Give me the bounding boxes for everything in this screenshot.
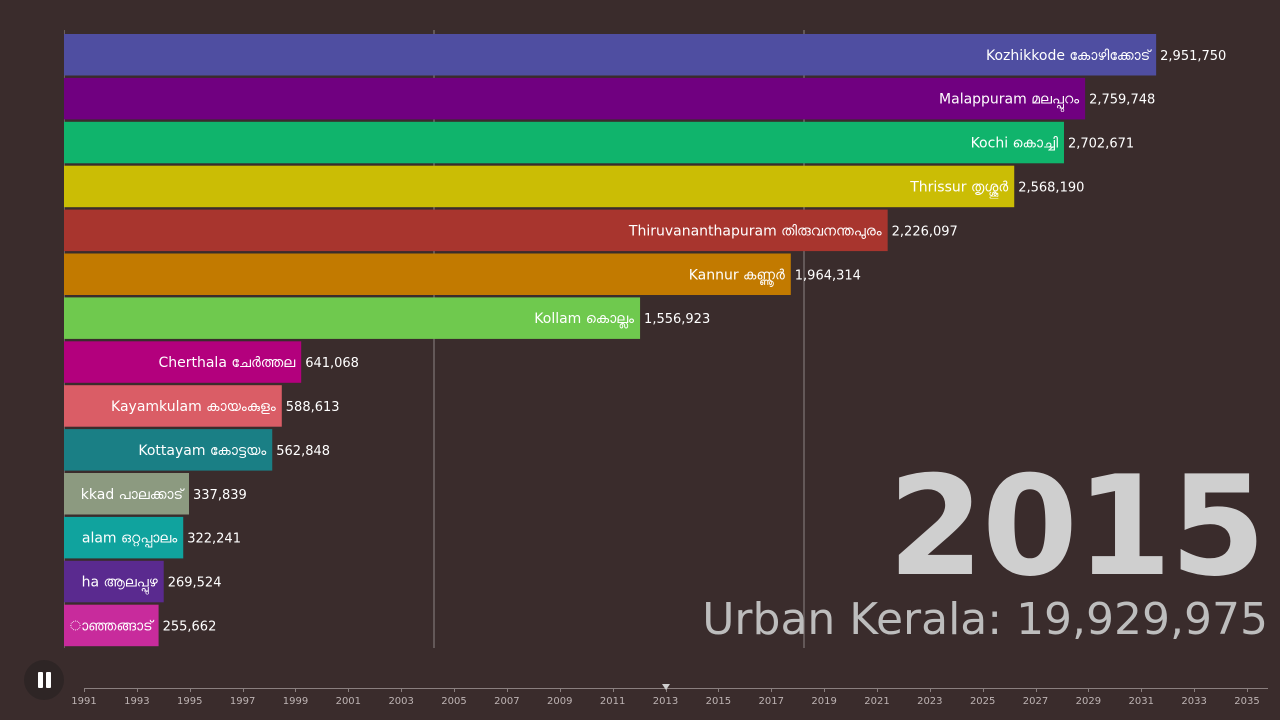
bar [64,341,302,383]
bar [64,253,791,295]
timeline-tick-mark [1194,688,1196,692]
timeline-tick-label: 1991 [71,696,97,707]
timeline-tick-label: 2021 [864,696,890,707]
bar [64,429,273,471]
timeline-tick-mark [1035,688,1037,692]
bar-category-label: ാഞ്ഞങ്ങാട് [70,618,154,634]
bar [64,209,888,252]
timeline-tick-mark [242,688,244,692]
bar [64,604,159,647]
bar-category-label: Malappuram മലപ്പുറം [939,92,1079,112]
bar-value-label: 2,951,750 [1160,49,1226,64]
bar-value-label: 337,839 [193,488,247,503]
bar [64,560,164,603]
timeline-tick-mark [982,688,984,692]
timeline-position-marker[interactable] [661,684,670,690]
bar-value-label: 2,226,097 [892,224,958,239]
timeline-tick-mark [929,688,931,692]
bar-value-label: 562,848 [276,444,330,459]
timeline-tick-label: 2011 [599,696,626,707]
bar-category-label: ha ആലപ്പുഴ [82,575,158,595]
bar-category-label: Thrissur തൃശ്ശൂർ [909,179,1008,198]
bar-category-label: Thiruvananthapuram തിരുവനന്തപുരം [628,223,882,239]
left-mask [0,30,64,648]
timeline-tick-mark [454,688,456,692]
bar-value-label: 641,068 [305,356,359,371]
timeline-tick-mark [771,688,773,692]
timeline-tick-mark [1247,688,1248,692]
timeline-tick-mark [189,688,191,692]
timeline-tick-label: 2001 [335,696,362,707]
timeline-tick-label: 2009 [547,696,573,707]
timeline-tick-mark [136,688,138,692]
bar-value-label: 2,759,748 [1089,93,1155,108]
bar-value-label: 1,964,314 [795,268,861,283]
timeline-tick-mark [295,688,297,692]
bar-value-label: 269,524 [168,576,222,591]
timeline-tick-label: 2019 [811,696,837,707]
bar [64,516,184,559]
bar [64,121,1064,164]
timeline-tick-mark [718,688,720,692]
bar-category-label: Kayamkulam കായംകുളം [111,399,276,415]
timeline-tick-label: 2035 [1234,696,1260,707]
bar [64,77,1086,120]
timeline-tick-label: 2007 [494,696,520,707]
timeline-tick-mark [401,688,403,692]
bar-value-label: 588,613 [286,400,340,415]
timeline-tick-label: 1999 [282,696,309,707]
bar-category-label: Kozhikkode കോഴിക്കോട് [986,48,1152,64]
timeline-tick-label: 1995 [176,696,203,707]
timeline-tick-label: 2031 [1128,696,1154,707]
timeline-tick-mark [612,688,614,692]
timeline-tick-label: 1997 [229,696,256,707]
bar-value-label: 1,556,923 [644,312,710,327]
bar-category-label: alam ഒറ്റപ്പാലം [82,531,177,548]
bar-category-label: Cherthala ചേർത്തല [158,355,295,371]
bar [64,385,282,427]
bar [64,34,1157,76]
bar-value-label: 255,662 [163,619,217,634]
timeline-tick-mark [1088,688,1090,692]
total-label: Urban Kerala: 19,929,975 [702,594,1268,645]
timeline-tick-label: 2005 [441,696,467,707]
bar-category-label: Kochi കൊച്ചി [971,136,1058,152]
bar-category-label: Kollam കൊല്ലം [534,311,634,329]
timeline-tick-mark [1141,688,1143,692]
timeline-slider[interactable] [84,688,1268,689]
timeline-tick-mark [665,688,667,692]
timeline-tick-label: 2025 [969,696,996,707]
bar [64,165,1015,208]
timeline-tick-mark [876,688,878,692]
timeline-tick-label: 2017 [758,696,784,707]
timeline-tick-mark [348,688,350,692]
bar [64,473,190,515]
timeline-tick-mark [824,688,826,692]
timeline-tick-mark [559,688,561,692]
timeline-tick-label: 1993 [124,696,150,707]
timeline-tick-mark [84,688,85,692]
bar-value-label: 2,702,671 [1068,137,1134,152]
pause-button[interactable] [24,660,64,700]
timeline-tick-label: 2023 [917,696,943,707]
bar [64,297,641,339]
year-label: 2015 [887,446,1266,607]
timeline-tick-label: 2027 [1022,696,1049,707]
timeline-tick-label: 2013 [652,696,679,707]
timeline-tick-label: 2015 [705,696,732,707]
bar-category-label: Kottayam കോട്ടയം [138,443,266,459]
bar-value-label: 2,568,190 [1018,180,1084,195]
bar-category-label: kkad പാലക്കാട് [81,487,185,503]
timeline-tick-label: 2033 [1181,696,1207,707]
timeline-tick-label: 2029 [1075,696,1102,707]
timeline-tick-mark [506,688,508,692]
bar-category-label: Kannur കണ്ണൂർ [689,267,785,287]
bar-value-label: 322,241 [187,532,241,547]
pause-icon [38,672,43,688]
timeline-tick-label: 2003 [388,696,414,707]
